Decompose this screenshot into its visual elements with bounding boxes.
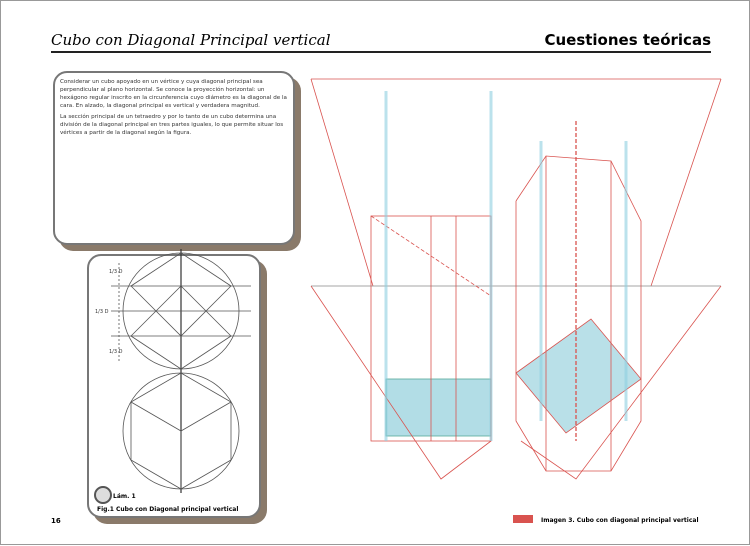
paragraph: Considerar un cubo apoyado en un vértice…	[60, 79, 287, 109]
paragraph: La sección principal de un tetraedro y p…	[60, 114, 284, 136]
page-number: 16	[51, 517, 61, 525]
badge: Lám. 1	[113, 493, 136, 500]
legend-swatch	[513, 515, 533, 523]
figure-caption: Fig.1 Cubo con Diagonal principal vertic…	[97, 506, 238, 513]
figure-drawing	[111, 249, 251, 493]
main-drawing	[310, 78, 722, 480]
section-title: Cuestiones teóricas	[544, 31, 711, 49]
dim-label: 1/3 D	[109, 349, 123, 355]
text-box: Considerar un cubo apoyado en un vértice…	[53, 71, 295, 245]
dim-label: 1/3 D	[109, 269, 123, 275]
figure-box	[87, 254, 261, 518]
cyan-lines	[384, 91, 628, 441]
badge-icon	[94, 486, 112, 504]
header-rule	[51, 51, 711, 53]
header-title: Cubo con Diagonal Principal vertical	[51, 31, 331, 49]
drawing-caption: Imagen 3. Cubo con diagonal principal ve…	[541, 517, 699, 524]
dim-label: 1/3 D	[95, 309, 109, 315]
